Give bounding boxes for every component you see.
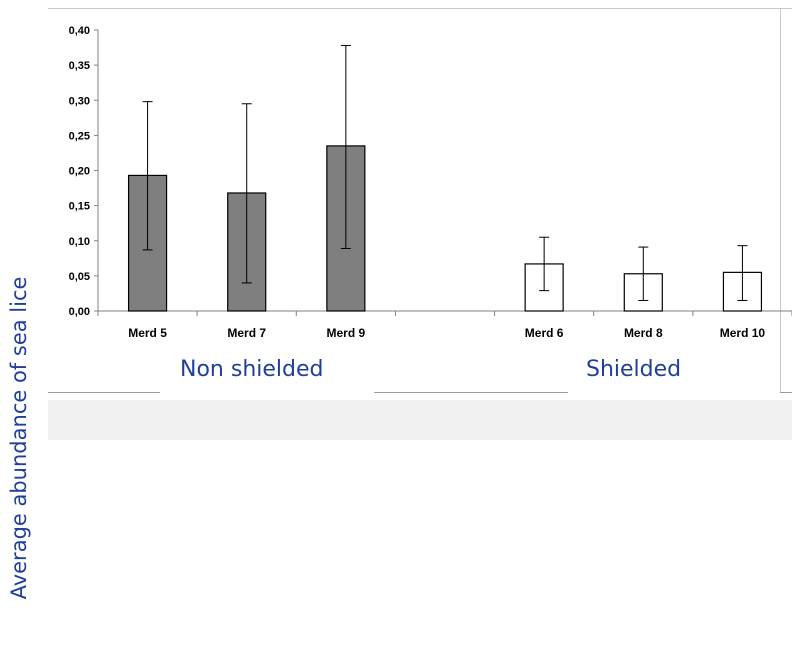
x-tick-label: Merd 8 bbox=[624, 326, 663, 340]
y-tick-label: 0,40 bbox=[69, 25, 90, 37]
x-tick-label: Merd 7 bbox=[227, 326, 266, 340]
chart: 0,00 0,05 0,10 0,15 0,20 0,25 0,30 0,35 0,40 Merd… bbox=[69, 25, 792, 340]
bottom-frame-line-left bbox=[48, 392, 160, 393]
y-tick-label: 0,00 bbox=[69, 306, 90, 318]
group-label-non-shielded: Non shielded bbox=[180, 357, 324, 382]
y-tick-label: 0,10 bbox=[69, 236, 90, 248]
bottom-frame-line-right bbox=[780, 392, 792, 393]
group-label-shielded: Shielded bbox=[586, 357, 682, 382]
bottom-frame-line-mid bbox=[374, 392, 568, 393]
x-tick-label: Merd 6 bbox=[525, 326, 564, 340]
y-tick-label: 0,15 bbox=[69, 201, 90, 213]
x-tick-label: Merd 10 bbox=[720, 326, 766, 340]
x-tick-label: Merd 5 bbox=[128, 326, 167, 340]
y-tick-label: 0,20 bbox=[69, 166, 90, 178]
top-frame-line bbox=[48, 8, 792, 9]
y-tick-label: 0,35 bbox=[69, 60, 90, 72]
y-tick-label: 0,30 bbox=[69, 95, 90, 107]
right-frame-line bbox=[780, 8, 781, 393]
x-tick-label: Merd 9 bbox=[327, 326, 366, 340]
y-tick-label: 0,05 bbox=[69, 271, 90, 283]
y-tick-label: 0,25 bbox=[69, 130, 90, 142]
bottom-band bbox=[48, 400, 792, 440]
